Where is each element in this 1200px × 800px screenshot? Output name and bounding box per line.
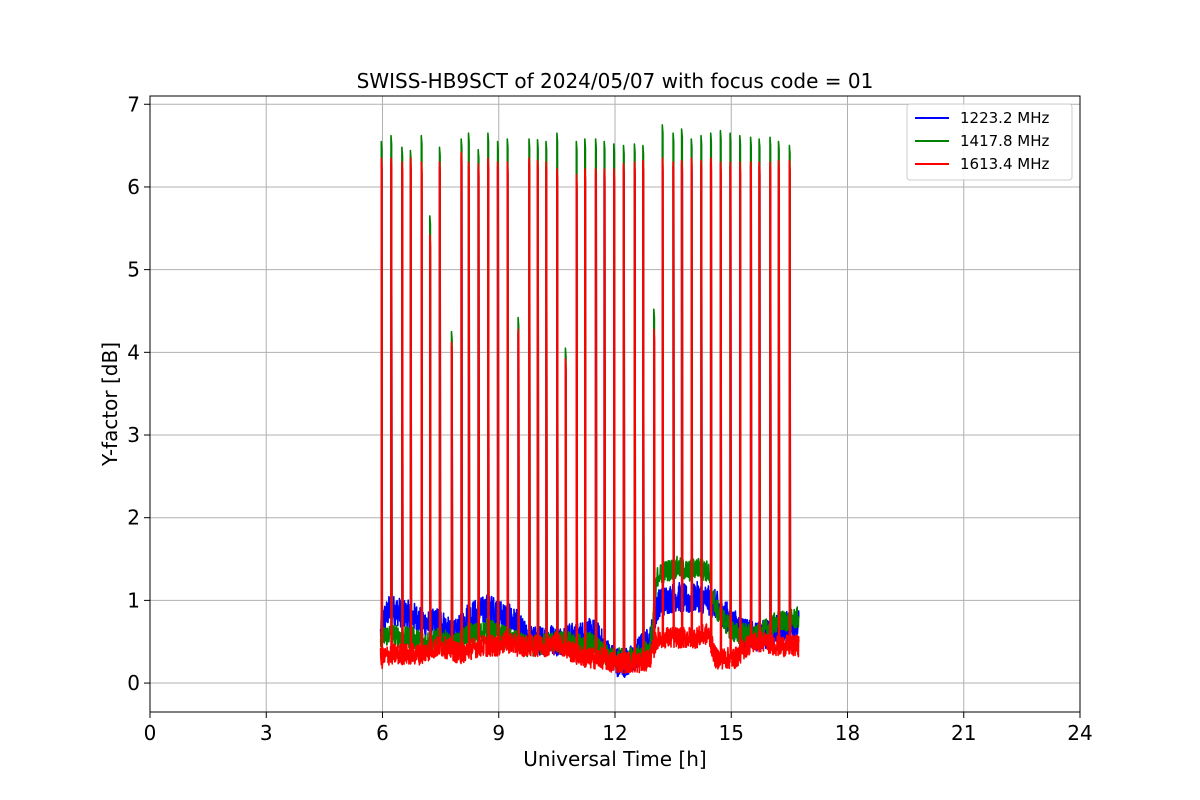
y-tick-label: 6 [127, 175, 140, 199]
legend-label: 1613.4 MHz [960, 155, 1049, 173]
x-tick-label: 12 [602, 721, 627, 745]
y-tick-label: 4 [127, 340, 140, 364]
legend-label: 1417.8 MHz [960, 132, 1049, 150]
y-tick-label: 3 [127, 423, 140, 447]
x-tick-label: 21 [951, 721, 976, 745]
chart-title: SWISS-HB9SCT of 2024/05/07 with focus co… [357, 69, 874, 93]
x-axis-label: Universal Time [h] [523, 747, 706, 771]
legend-box [906, 103, 1073, 181]
x-tick-label: 18 [835, 721, 860, 745]
legend-label: 1223.2 MHz [960, 109, 1049, 127]
y-tick-label: 0 [127, 671, 140, 695]
series-line [379, 151, 800, 674]
legend: 1223.2 MHz 1417.8 MHz 1613.4 MHz [906, 103, 1073, 181]
y-axis-label: Y-factor [dB] [98, 342, 122, 467]
y-tick-label: 5 [127, 258, 140, 282]
x-tick-label: 24 [1067, 721, 1092, 745]
plot-area [379, 124, 800, 678]
x-tick-label: 3 [260, 721, 273, 745]
y-tick-label: 2 [127, 506, 140, 530]
x-tick-label: 9 [492, 721, 505, 745]
y-tick-label: 1 [127, 588, 140, 612]
y-tick-label: 7 [127, 92, 140, 116]
x-tick-label: 6 [376, 721, 389, 745]
x-tick-label: 0 [144, 721, 157, 745]
x-tick-label: 15 [719, 721, 744, 745]
